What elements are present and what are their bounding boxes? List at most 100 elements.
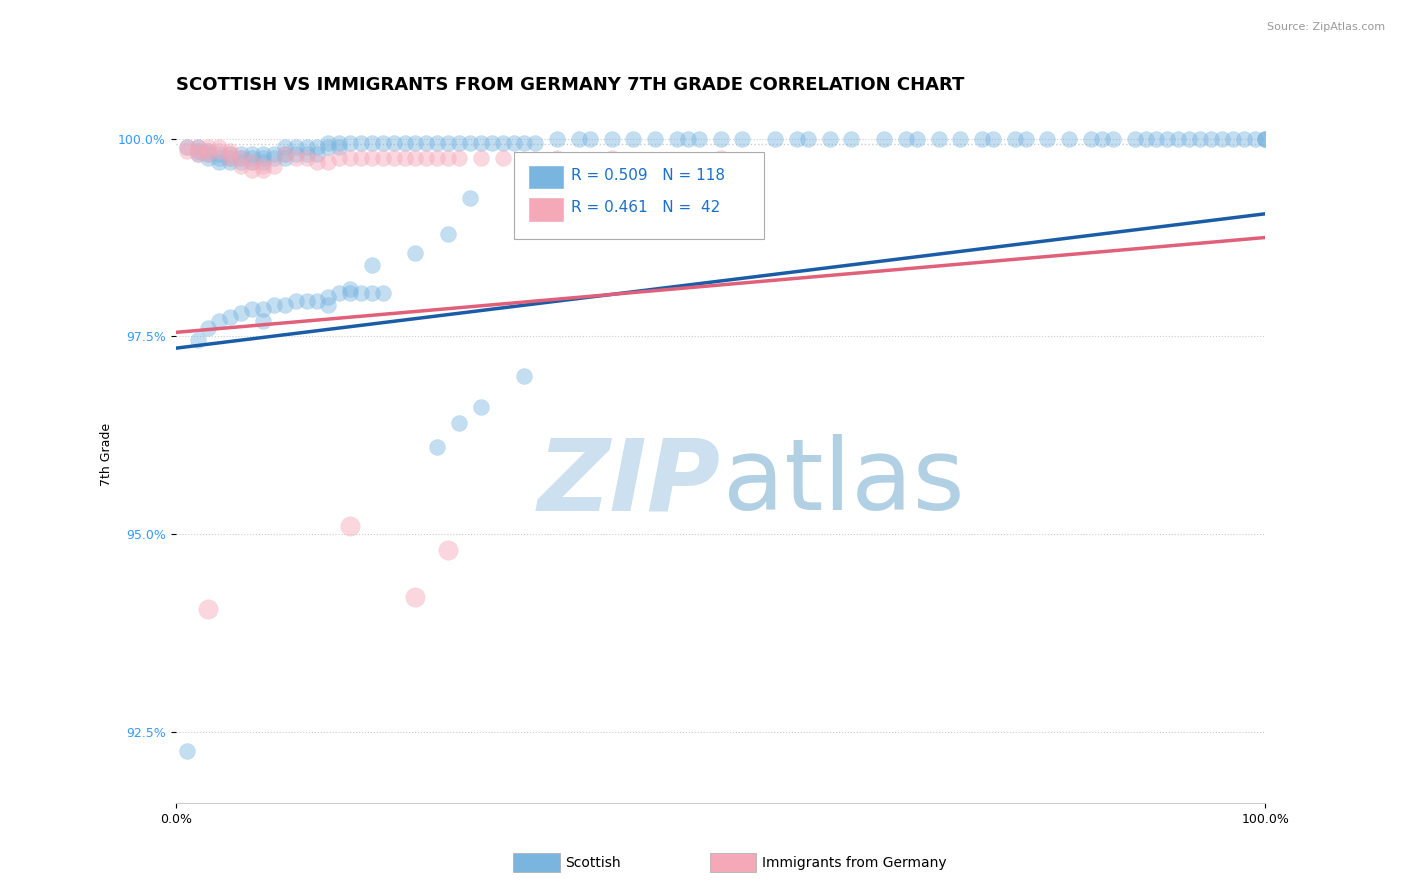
Point <box>437 152 460 166</box>
Point <box>263 147 285 161</box>
Point <box>426 152 449 166</box>
Point <box>307 155 329 169</box>
Point <box>208 144 231 158</box>
Point <box>492 152 515 166</box>
Point <box>339 285 361 300</box>
Point <box>437 542 460 557</box>
Point <box>350 285 373 300</box>
Point <box>1102 131 1125 145</box>
Point <box>208 152 231 166</box>
Point <box>339 136 361 150</box>
Point <box>176 744 198 758</box>
Point <box>350 136 373 150</box>
Point <box>1036 131 1059 145</box>
Point <box>360 285 382 300</box>
Point <box>394 152 416 166</box>
Point <box>1211 131 1233 145</box>
Point <box>197 602 219 616</box>
Point <box>219 144 242 158</box>
Point <box>1004 131 1026 145</box>
Point <box>405 591 427 605</box>
Point <box>240 152 263 166</box>
Point <box>240 155 263 169</box>
Point <box>339 519 361 533</box>
Point <box>731 131 754 145</box>
Text: ZIP: ZIP <box>537 434 721 532</box>
Point <box>447 152 470 166</box>
Bar <box>527 165 564 189</box>
Point <box>208 313 231 327</box>
Point <box>502 136 524 150</box>
Point <box>447 136 470 150</box>
Point <box>1243 131 1265 145</box>
Point <box>894 131 917 145</box>
Point <box>263 159 285 173</box>
Point <box>219 152 242 166</box>
Point <box>621 131 644 145</box>
Text: Scottish: Scottish <box>565 855 621 870</box>
Point <box>263 152 285 166</box>
Point <box>240 155 263 169</box>
Point <box>644 131 666 145</box>
Point <box>928 131 950 145</box>
Text: R = 0.509   N = 118: R = 0.509 N = 118 <box>571 168 725 183</box>
Point <box>252 301 274 316</box>
Point <box>1156 131 1178 145</box>
Point <box>405 152 427 166</box>
Point <box>1189 131 1212 145</box>
Point <box>219 155 242 169</box>
Point <box>710 152 733 166</box>
Point <box>360 136 382 150</box>
Point <box>252 163 274 178</box>
Point <box>231 305 253 319</box>
Point <box>231 147 253 161</box>
Point <box>600 131 623 145</box>
Point <box>524 179 547 194</box>
Text: Immigrants from Germany: Immigrants from Germany <box>762 855 946 870</box>
Point <box>328 139 350 153</box>
Point <box>274 139 297 153</box>
Point <box>415 152 437 166</box>
Point <box>350 152 373 166</box>
Point <box>328 285 350 300</box>
Point <box>284 293 307 308</box>
Point <box>437 227 460 241</box>
Point <box>208 147 231 161</box>
Point <box>252 159 274 173</box>
Point <box>176 139 198 153</box>
Point <box>415 136 437 150</box>
Point <box>405 136 427 150</box>
Point <box>513 368 536 383</box>
Point <box>426 136 449 150</box>
Point <box>307 139 329 153</box>
Bar <box>527 197 564 222</box>
Point <box>1178 131 1201 145</box>
Point <box>546 152 568 166</box>
Point <box>1015 131 1038 145</box>
Point <box>405 246 427 260</box>
Point <box>186 139 209 153</box>
Point <box>371 285 394 300</box>
Point <box>371 152 394 166</box>
Point <box>1135 131 1157 145</box>
Point <box>284 152 307 166</box>
Point <box>481 136 503 150</box>
Point <box>318 290 340 304</box>
Point <box>470 136 492 150</box>
Point <box>284 147 307 161</box>
Point <box>568 131 591 145</box>
Point <box>710 131 733 145</box>
Point <box>295 139 318 153</box>
Point <box>1232 131 1256 145</box>
Point <box>949 131 972 145</box>
Point <box>252 313 274 327</box>
Point <box>763 131 786 145</box>
Point <box>274 147 297 161</box>
Point <box>197 144 219 158</box>
Point <box>219 310 242 324</box>
Text: Source: ZipAtlas.com: Source: ZipAtlas.com <box>1267 22 1385 32</box>
Point <box>240 301 263 316</box>
Point <box>263 298 285 312</box>
Point <box>284 139 307 153</box>
Point <box>295 293 318 308</box>
